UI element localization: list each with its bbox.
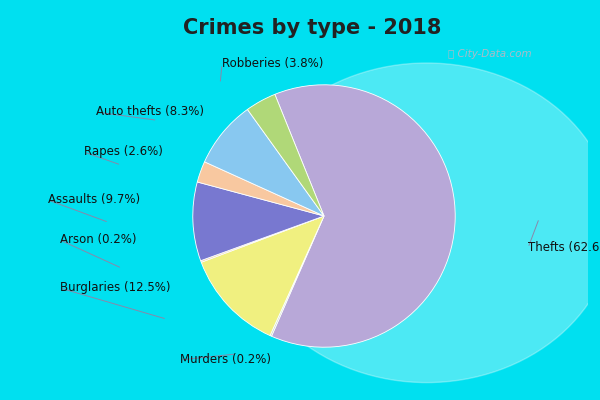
Text: Crimes by type - 2018: Crimes by type - 2018 — [183, 18, 441, 38]
Text: Rapes (2.6%): Rapes (2.6%) — [84, 146, 163, 158]
Wedge shape — [201, 216, 324, 336]
Wedge shape — [205, 110, 324, 216]
Wedge shape — [247, 94, 324, 216]
Text: Thefts (62.6%): Thefts (62.6%) — [528, 242, 600, 254]
Text: Burglaries (12.5%): Burglaries (12.5%) — [60, 282, 170, 294]
Wedge shape — [272, 85, 455, 347]
Text: Arson (0.2%): Arson (0.2%) — [60, 234, 137, 246]
Text: ⓘ City-Data.com: ⓘ City-Data.com — [448, 48, 532, 58]
Wedge shape — [200, 216, 324, 262]
Text: Murders (0.2%): Murders (0.2%) — [180, 354, 271, 366]
Wedge shape — [270, 216, 324, 336]
Text: Auto thefts (8.3%): Auto thefts (8.3%) — [96, 106, 204, 118]
Ellipse shape — [239, 63, 600, 382]
Wedge shape — [193, 182, 324, 261]
Text: Assaults (9.7%): Assaults (9.7%) — [48, 194, 140, 206]
Wedge shape — [197, 162, 324, 216]
Text: Robberies (3.8%): Robberies (3.8%) — [222, 58, 323, 70]
